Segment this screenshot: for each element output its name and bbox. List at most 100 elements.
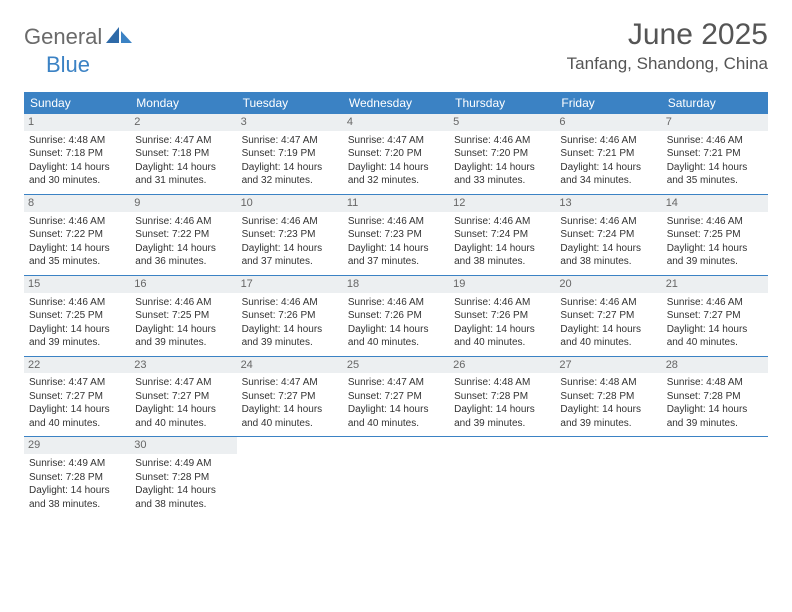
calendar-day-cell: 7 Sunrise: 4:46 AMSunset: 7:21 PMDaylight… [662, 114, 768, 194]
sunset-line: Sunset: 7:23 PM [348, 228, 444, 242]
sunrise-line: Sunrise: 4:46 AM [242, 215, 338, 229]
location-text: Tanfang, Shandong, China [567, 54, 768, 74]
sunset-line: Sunset: 7:27 PM [348, 390, 444, 404]
daylight-line: Daylight: 14 hours and 33 minutes. [454, 161, 550, 188]
day-number: 2 [130, 114, 236, 131]
daylight-line: Daylight: 14 hours and 38 minutes. [135, 484, 231, 511]
calendar-day-cell: 12Sunrise: 4:46 AMSunset: 7:24 PMDayligh… [449, 194, 555, 275]
calendar-day-cell: 29Sunrise: 4:49 AMSunset: 7:28 PMDayligh… [24, 437, 130, 517]
sunset-line: Sunset: 7:26 PM [242, 309, 338, 323]
day-number: 7 [662, 114, 768, 131]
calendar-day-cell [555, 437, 661, 517]
sunset-line: Sunset: 7:18 PM [29, 147, 125, 161]
calendar-day-cell: 26Sunrise: 4:48 AMSunset: 7:28 PMDayligh… [449, 356, 555, 437]
sunrise-line: Sunrise: 4:46 AM [454, 134, 550, 148]
day-number: 14 [662, 195, 768, 212]
calendar-week-row: 29Sunrise: 4:49 AMSunset: 7:28 PMDayligh… [24, 437, 768, 517]
daylight-line: Daylight: 14 hours and 40 minutes. [348, 323, 444, 350]
daylight-line: Daylight: 14 hours and 35 minutes. [667, 161, 763, 188]
sunset-line: Sunset: 7:20 PM [454, 147, 550, 161]
daylight-line: Daylight: 14 hours and 37 minutes. [242, 242, 338, 269]
sunset-line: Sunset: 7:25 PM [29, 309, 125, 323]
day-number: 29 [24, 437, 130, 454]
logo-text-general: General [24, 24, 102, 50]
sunrise-line: Sunrise: 4:46 AM [560, 215, 656, 229]
calendar-day-cell: 24Sunrise: 4:47 AMSunset: 7:27 PMDayligh… [237, 356, 343, 437]
sunrise-line: Sunrise: 4:46 AM [560, 296, 656, 310]
daylight-line: Daylight: 14 hours and 39 minutes. [667, 242, 763, 269]
calendar-day-cell: 20 Sunrise: 4:46 AMSunset: 7:27 PMDayligh… [555, 275, 661, 356]
daylight-line: Daylight: 14 hours and 40 minutes. [454, 323, 550, 350]
sunset-line: Sunset: 7:19 PM [242, 147, 338, 161]
daylight-line: Daylight: 14 hours and 40 minutes. [560, 323, 656, 350]
calendar-day-cell: 8 Sunrise: 4:46 AMSunset: 7:22 PMDaylight… [24, 194, 130, 275]
calendar-week-row: 15Sunrise: 4:46 AMSunset: 7:25 PMDayligh… [24, 275, 768, 356]
sunset-line: Sunset: 7:23 PM [242, 228, 338, 242]
day-number: 28 [662, 357, 768, 374]
day-number: 20 [555, 276, 661, 293]
sunset-line: Sunset: 7:21 PM [667, 147, 763, 161]
sunset-line: Sunset: 7:25 PM [135, 309, 231, 323]
sunrise-line: Sunrise: 4:48 AM [454, 376, 550, 390]
day-number: 19 [449, 276, 555, 293]
calendar-day-cell: 2Sunrise: 4:47 AMSunset: 7:18 PMDaylight… [130, 114, 236, 194]
sunset-line: Sunset: 7:22 PM [29, 228, 125, 242]
sunset-line: Sunset: 7:27 PM [560, 309, 656, 323]
day-number: 27 [555, 357, 661, 374]
sunset-line: Sunset: 7:28 PM [135, 471, 231, 485]
sunset-line: Sunset: 7:27 PM [29, 390, 125, 404]
daylight-line: Daylight: 14 hours and 40 minutes. [135, 403, 231, 430]
calendar-table: Sunday Monday Tuesday Wednesday Thursday… [24, 92, 768, 517]
weekday-header: Thursday [449, 92, 555, 114]
calendar-day-cell: 10Sunrise: 4:46 AMSunset: 7:23 PMDayligh… [237, 194, 343, 275]
sunset-line: Sunset: 7:26 PM [454, 309, 550, 323]
calendar-day-cell: 22 Sunrise: 4:47 AMSunset: 7:27 PMDayligh… [24, 356, 130, 437]
sunset-line: Sunset: 7:25 PM [667, 228, 763, 242]
sunrise-line: Sunrise: 4:47 AM [135, 376, 231, 390]
calendar-day-cell: 28Sunrise: 4:48 AMSunset: 7:28 PMDayligh… [662, 356, 768, 437]
daylight-line: Daylight: 14 hours and 32 minutes. [348, 161, 444, 188]
sunset-line: Sunset: 7:18 PM [135, 147, 231, 161]
calendar-day-cell: 4 Sunrise: 4:47 AMSunset: 7:20 PMDaylight… [343, 114, 449, 194]
daylight-line: Daylight: 14 hours and 35 minutes. [29, 242, 125, 269]
sunrise-line: Sunrise: 4:47 AM [242, 376, 338, 390]
sunrise-line: Sunrise: 4:48 AM [667, 376, 763, 390]
day-number: 16 [130, 276, 236, 293]
calendar-day-cell: 15Sunrise: 4:46 AMSunset: 7:25 PMDayligh… [24, 275, 130, 356]
day-number: 9 [130, 195, 236, 212]
calendar-day-cell: 11Sunrise: 4:46 AMSunset: 7:23 PMDayligh… [343, 194, 449, 275]
sunset-line: Sunset: 7:28 PM [667, 390, 763, 404]
weekday-header-row: Sunday Monday Tuesday Wednesday Thursday… [24, 92, 768, 114]
day-number: 3 [237, 114, 343, 131]
sunrise-line: Sunrise: 4:46 AM [667, 134, 763, 148]
sunrise-line: Sunrise: 4:47 AM [348, 134, 444, 148]
calendar-day-cell: 27Sunrise: 4:48 AMSunset: 7:28 PMDayligh… [555, 356, 661, 437]
daylight-line: Daylight: 14 hours and 34 minutes. [560, 161, 656, 188]
daylight-line: Daylight: 14 hours and 32 minutes. [242, 161, 338, 188]
sunrise-line: Sunrise: 4:46 AM [348, 215, 444, 229]
day-number: 22 [24, 357, 130, 374]
calendar-week-row: 8Sunrise: 4:46 AMSunset: 7:22 PMDaylight… [24, 194, 768, 275]
sunrise-line: Sunrise: 4:46 AM [667, 215, 763, 229]
sunrise-line: Sunrise: 4:46 AM [29, 215, 125, 229]
daylight-line: Daylight: 14 hours and 38 minutes. [454, 242, 550, 269]
sunrise-line: Sunrise: 4:47 AM [29, 376, 125, 390]
calendar-day-cell [343, 437, 449, 517]
sunrise-line: Sunrise: 4:46 AM [560, 134, 656, 148]
day-number: 1 [24, 114, 130, 131]
sunset-line: Sunset: 7:21 PM [560, 147, 656, 161]
sunset-line: Sunset: 7:27 PM [135, 390, 231, 404]
sunset-line: Sunset: 7:24 PM [560, 228, 656, 242]
day-number: 23 [130, 357, 236, 374]
day-number: 12 [449, 195, 555, 212]
day-number: 4 [343, 114, 449, 131]
calendar-day-cell: 3Sunrise: 4:47 AMSunset: 7:19 PMDaylight… [237, 114, 343, 194]
calendar-day-cell: 25Sunrise: 4:47 AMSunset: 7:27 PMDayligh… [343, 356, 449, 437]
sunset-line: Sunset: 7:24 PM [454, 228, 550, 242]
sunset-line: Sunset: 7:20 PM [348, 147, 444, 161]
weekday-header: Wednesday [343, 92, 449, 114]
title-block: June 2025 Tanfang, Shandong, China [567, 18, 768, 74]
daylight-line: Daylight: 14 hours and 40 minutes. [29, 403, 125, 430]
day-number: 5 [449, 114, 555, 131]
day-number: 8 [24, 195, 130, 212]
